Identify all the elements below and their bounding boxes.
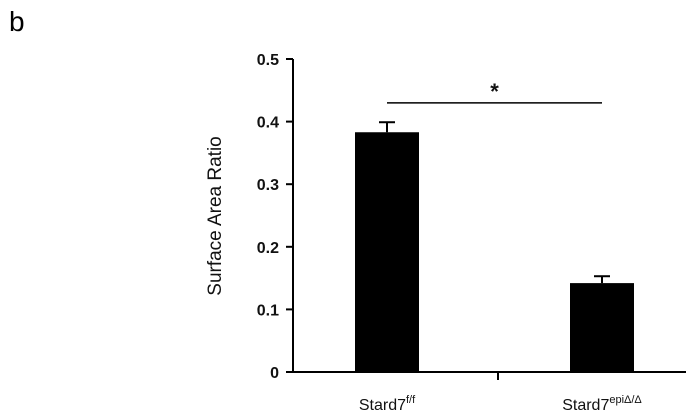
y-tick-label: 0.1 [257,302,279,319]
significance-label: * [490,79,499,104]
category-label-base: Stard7 [562,397,609,414]
bar [355,132,419,372]
category-labels: Stard7f/f Stard7epiΔ/Δ [359,394,643,414]
y-ticks: 0 0.1 0.2 0.3 0.4 0.5 [257,52,293,382]
category-label-superscript: f/f [406,394,416,406]
panel-label: b [9,6,25,37]
category-label-base: Stard7 [359,397,406,414]
error-bars [379,121,610,284]
y-tick-label: 0.2 [257,240,279,257]
y-tick-label: 0 [270,365,279,382]
category-label: Stard7f/f [359,394,416,414]
y-axis-title: Surface Area Ratio [205,136,226,295]
bars [355,132,634,372]
y-tick-label: 0.4 [257,115,279,132]
bar [570,283,634,372]
category-label-superscript: epiΔ/Δ [609,394,642,406]
significance-bracket: * [387,79,602,104]
y-tick-label: 0.3 [257,177,279,194]
y-tick-label: 0.5 [257,52,279,69]
x-axis [293,371,686,380]
category-label: Stard7epiΔ/Δ [562,394,642,414]
